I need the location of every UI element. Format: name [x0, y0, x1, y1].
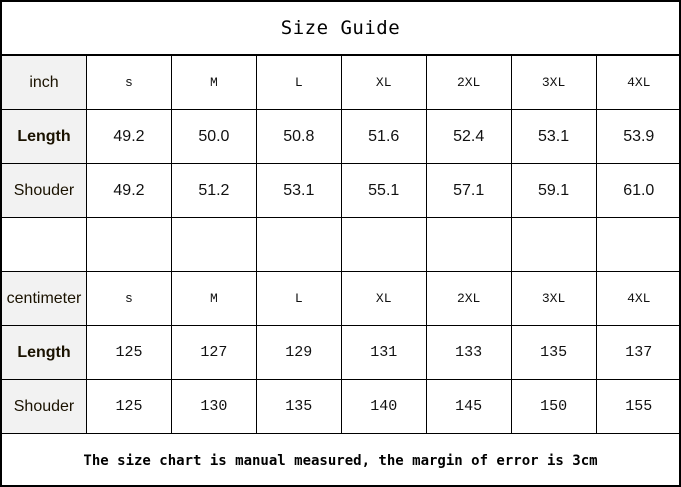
size-header: s — [86, 271, 172, 326]
value-cell: 61.0 — [595, 163, 679, 218]
value-cell: 150 — [510, 379, 597, 434]
value-cell: 125 — [86, 325, 172, 380]
empty-cell — [425, 217, 512, 272]
table-row: Shouder 49.2 51.2 53.1 55.1 57.1 59.1 61.0 — [2, 163, 679, 218]
size-header: 2XL — [425, 55, 512, 110]
table-row: Shouder 125 130 135 140 145 150 155 — [2, 379, 679, 434]
value-cell: 125 — [86, 379, 172, 434]
empty-cell — [340, 217, 427, 272]
page-title: Size Guide — [2, 2, 679, 55]
size-header: s — [86, 55, 172, 110]
value-cell: 155 — [595, 379, 679, 434]
value-cell: 59.1 — [510, 163, 597, 218]
size-header: XL — [340, 55, 427, 110]
value-cell: 53.1 — [510, 109, 597, 164]
size-header: M — [170, 271, 257, 326]
value-cell: 135 — [510, 325, 597, 380]
measurement-note: The size chart is manual measured, the m… — [83, 453, 598, 469]
empty-cell — [595, 217, 679, 272]
value-cell: 131 — [340, 325, 427, 380]
size-header: M — [170, 55, 257, 110]
row-label: Length — [2, 325, 87, 380]
value-cell: 50.0 — [170, 109, 257, 164]
size-header: 4XL — [595, 271, 679, 326]
empty-cell — [255, 217, 342, 272]
value-cell: 140 — [340, 379, 427, 434]
value-cell: 129 — [255, 325, 342, 380]
row-label: Length — [2, 109, 87, 164]
value-cell: 55.1 — [340, 163, 427, 218]
value-cell: 50.8 — [255, 109, 342, 164]
value-cell: 49.2 — [86, 109, 172, 164]
size-header: 2XL — [425, 271, 512, 326]
size-header: 3XL — [510, 271, 597, 326]
value-cell: 57.1 — [425, 163, 512, 218]
row-label: Shouder — [2, 379, 87, 434]
size-header: 4XL — [595, 55, 679, 110]
value-cell: 145 — [425, 379, 512, 434]
empty-cell — [170, 217, 257, 272]
empty-cell — [86, 217, 172, 272]
empty-cell — [510, 217, 597, 272]
value-cell: 133 — [425, 325, 512, 380]
size-header: XL — [340, 271, 427, 326]
value-cell: 135 — [255, 379, 342, 434]
value-cell: 49.2 — [86, 163, 172, 218]
unit-label: inch — [2, 55, 87, 110]
value-cell: 51.6 — [340, 109, 427, 164]
value-cell: 127 — [170, 325, 257, 380]
size-header-row: centimeter s M L XL 2XL 3XL 4XL — [2, 271, 679, 326]
table-row: Length 49.2 50.0 50.8 51.6 52.4 53.1 53.9 — [2, 109, 679, 164]
table-row: Length 125 127 129 131 133 135 137 — [2, 325, 679, 380]
value-cell: 52.4 — [425, 109, 512, 164]
spacer-row — [2, 217, 679, 272]
empty-cell — [2, 217, 87, 272]
unit-label: centimeter — [2, 271, 87, 326]
size-header: L — [255, 271, 342, 326]
value-cell: 51.2 — [170, 163, 257, 218]
size-header: 3XL — [510, 55, 597, 110]
value-cell: 53.1 — [255, 163, 342, 218]
value-cell: 53.9 — [595, 109, 679, 164]
size-header-row: inch s M L XL 2XL 3XL 4XL — [2, 55, 679, 110]
value-cell: 137 — [595, 325, 679, 380]
row-label: Shouder — [2, 163, 87, 218]
size-header: L — [255, 55, 342, 110]
value-cell: 130 — [170, 379, 257, 434]
size-table: inch s M L XL 2XL 3XL 4XL Length 49.2 50.0 50.8 51.6… — [2, 55, 679, 434]
